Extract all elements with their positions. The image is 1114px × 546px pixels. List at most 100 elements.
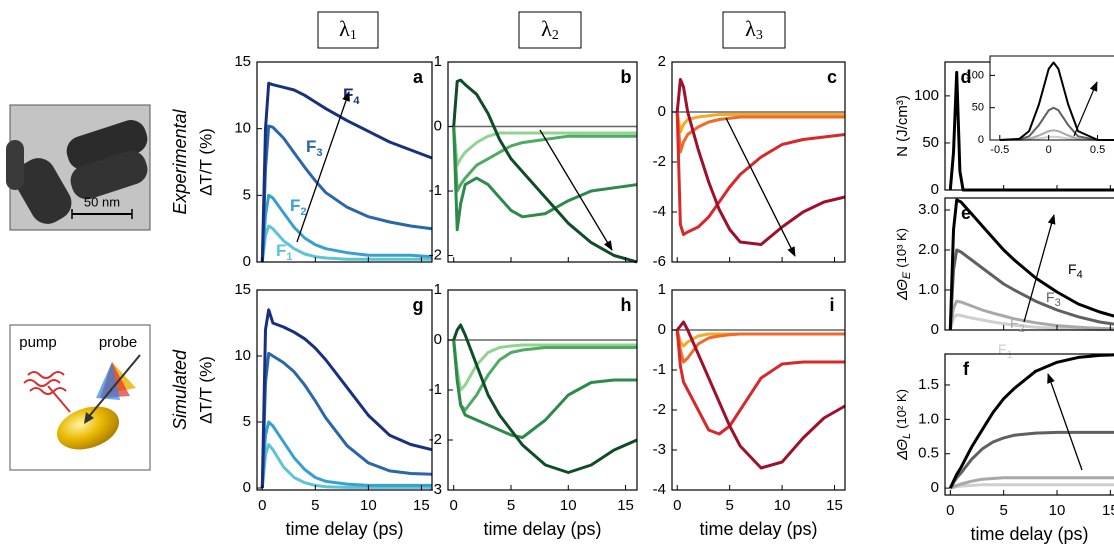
- header-symbol: λ: [339, 16, 350, 41]
- data-line: [949, 430, 1114, 489]
- inset-background: [990, 56, 1114, 140]
- y-axis-label-symbol: ΔΘ: [894, 439, 911, 461]
- column-header: λ2: [541, 16, 559, 43]
- series-label-sub: 4: [353, 95, 360, 107]
- panel-letter: f: [963, 359, 970, 379]
- data-line: [949, 476, 1114, 490]
- y-tick-label: 3.0: [918, 201, 939, 218]
- y-tick-label: 1.0: [918, 410, 939, 427]
- y-tick-label: -3: [429, 481, 442, 498]
- arrow: [725, 117, 796, 257]
- y-tick-label: 1.5: [918, 376, 939, 393]
- data-line: [948, 198, 1114, 331]
- data-line: [948, 299, 1114, 331]
- series-label: F3: [306, 137, 323, 158]
- panel-letter: b: [621, 67, 632, 87]
- y-tick-label: 15: [234, 53, 251, 70]
- tem-image: 50 nm: [6, 104, 151, 231]
- series-label-base: F: [1068, 261, 1077, 277]
- data-line: [452, 339, 637, 392]
- plot-frame: [671, 61, 846, 263]
- y-tick-label: -2: [653, 401, 666, 418]
- y-tick-label: 0: [931, 321, 939, 338]
- y-tick-label: 10: [234, 347, 251, 364]
- x-axis-label: time delay (ps): [699, 519, 817, 539]
- y-tick-label: 1.0: [918, 281, 939, 298]
- y-tick-label: 10: [234, 120, 251, 137]
- data-line: [675, 111, 845, 134]
- x-tick-label: 0: [1046, 144, 1052, 156]
- arrow: [296, 91, 350, 243]
- series-label: F3: [1046, 289, 1061, 309]
- y-tick-label: 1: [434, 281, 442, 298]
- y-tick-label: 50: [972, 102, 984, 114]
- header-box: [722, 11, 786, 49]
- y-tick-label: 100: [914, 87, 939, 104]
- y-tick-label: 2: [658, 53, 666, 70]
- data-line: [675, 329, 845, 436]
- x-tick-label: 5: [999, 502, 1007, 519]
- data-line: [676, 320, 846, 470]
- data-line: [675, 111, 845, 154]
- x-axis-label: time delay (ps): [483, 519, 601, 539]
- x-tick-label: 0: [673, 497, 681, 514]
- y-tick-label: 0: [434, 331, 442, 348]
- x-tick-label: 5: [311, 497, 319, 514]
- x-tick-label: 15: [826, 497, 843, 514]
- y-tick-label: -4: [653, 203, 666, 220]
- plot-frame: [944, 353, 1114, 496]
- arrow: [1073, 81, 1098, 137]
- row-label: Experimental: [170, 108, 190, 214]
- y-tick-label: -2: [429, 431, 442, 448]
- y-tick-label: 5: [243, 413, 251, 430]
- x-tick-label: 15: [413, 497, 430, 514]
- scale-bar-label: 50 nm: [84, 194, 120, 209]
- series-label: F2: [1010, 315, 1025, 335]
- x-axis-label: time delay (ps): [970, 524, 1088, 544]
- x-tick-label: -0.5: [990, 144, 1009, 156]
- data-line: [675, 111, 846, 236]
- y-tick-label: 0: [434, 117, 442, 134]
- plot-frame: [944, 197, 1114, 331]
- y-tick-label: 0: [978, 134, 984, 146]
- x-tick-label: 0: [946, 502, 954, 519]
- series-label: F2: [290, 196, 307, 217]
- panel-letter: d: [961, 67, 972, 87]
- y-tick-label: 0: [658, 103, 666, 120]
- series-label-sub: 2: [300, 206, 306, 218]
- y-axis-label-sub: E: [901, 271, 913, 279]
- x-tick-label: 5: [725, 497, 733, 514]
- header-sub: 3: [756, 28, 763, 43]
- x-tick-label: 0: [258, 497, 266, 514]
- data-line: [999, 61, 1114, 141]
- y-tick-label: -2: [653, 153, 666, 170]
- y-tick-label: 0: [931, 479, 939, 496]
- arrow: [1023, 214, 1056, 323]
- pump-label: pump: [19, 334, 57, 351]
- panel-letter: c: [827, 67, 837, 87]
- plot-frame: [256, 61, 433, 263]
- y-axis-label: ΔΘE (10³ K): [894, 228, 913, 301]
- probe-label: probe: [99, 334, 137, 351]
- y-tick-label: -3: [653, 441, 666, 458]
- y-tick-label: 2.0: [918, 241, 939, 258]
- y-axis-label: N (J/cm³): [894, 95, 911, 157]
- series-label-sub: 3: [1055, 297, 1061, 309]
- data-line: [948, 353, 1114, 489]
- header-symbol: λ: [745, 16, 756, 41]
- y-tick-label: 1: [434, 53, 442, 70]
- header-sub: 2: [552, 28, 559, 43]
- header-sub: 1: [350, 28, 357, 43]
- y-axis-label-symbol: ΔΘ: [894, 279, 911, 301]
- x-tick-label: 10: [560, 497, 577, 514]
- data-line: [949, 483, 1114, 490]
- y-tick-label: 0.5: [918, 445, 939, 462]
- series-label-sub: 2: [1019, 323, 1025, 335]
- data-line: [260, 308, 433, 489]
- x-tick-label: 10: [1049, 502, 1066, 519]
- plot-frame: [256, 289, 433, 491]
- data-line: [948, 313, 1114, 332]
- data-line: [452, 339, 637, 439]
- series-label-base: F: [1046, 289, 1055, 305]
- series-label: F1: [276, 241, 293, 262]
